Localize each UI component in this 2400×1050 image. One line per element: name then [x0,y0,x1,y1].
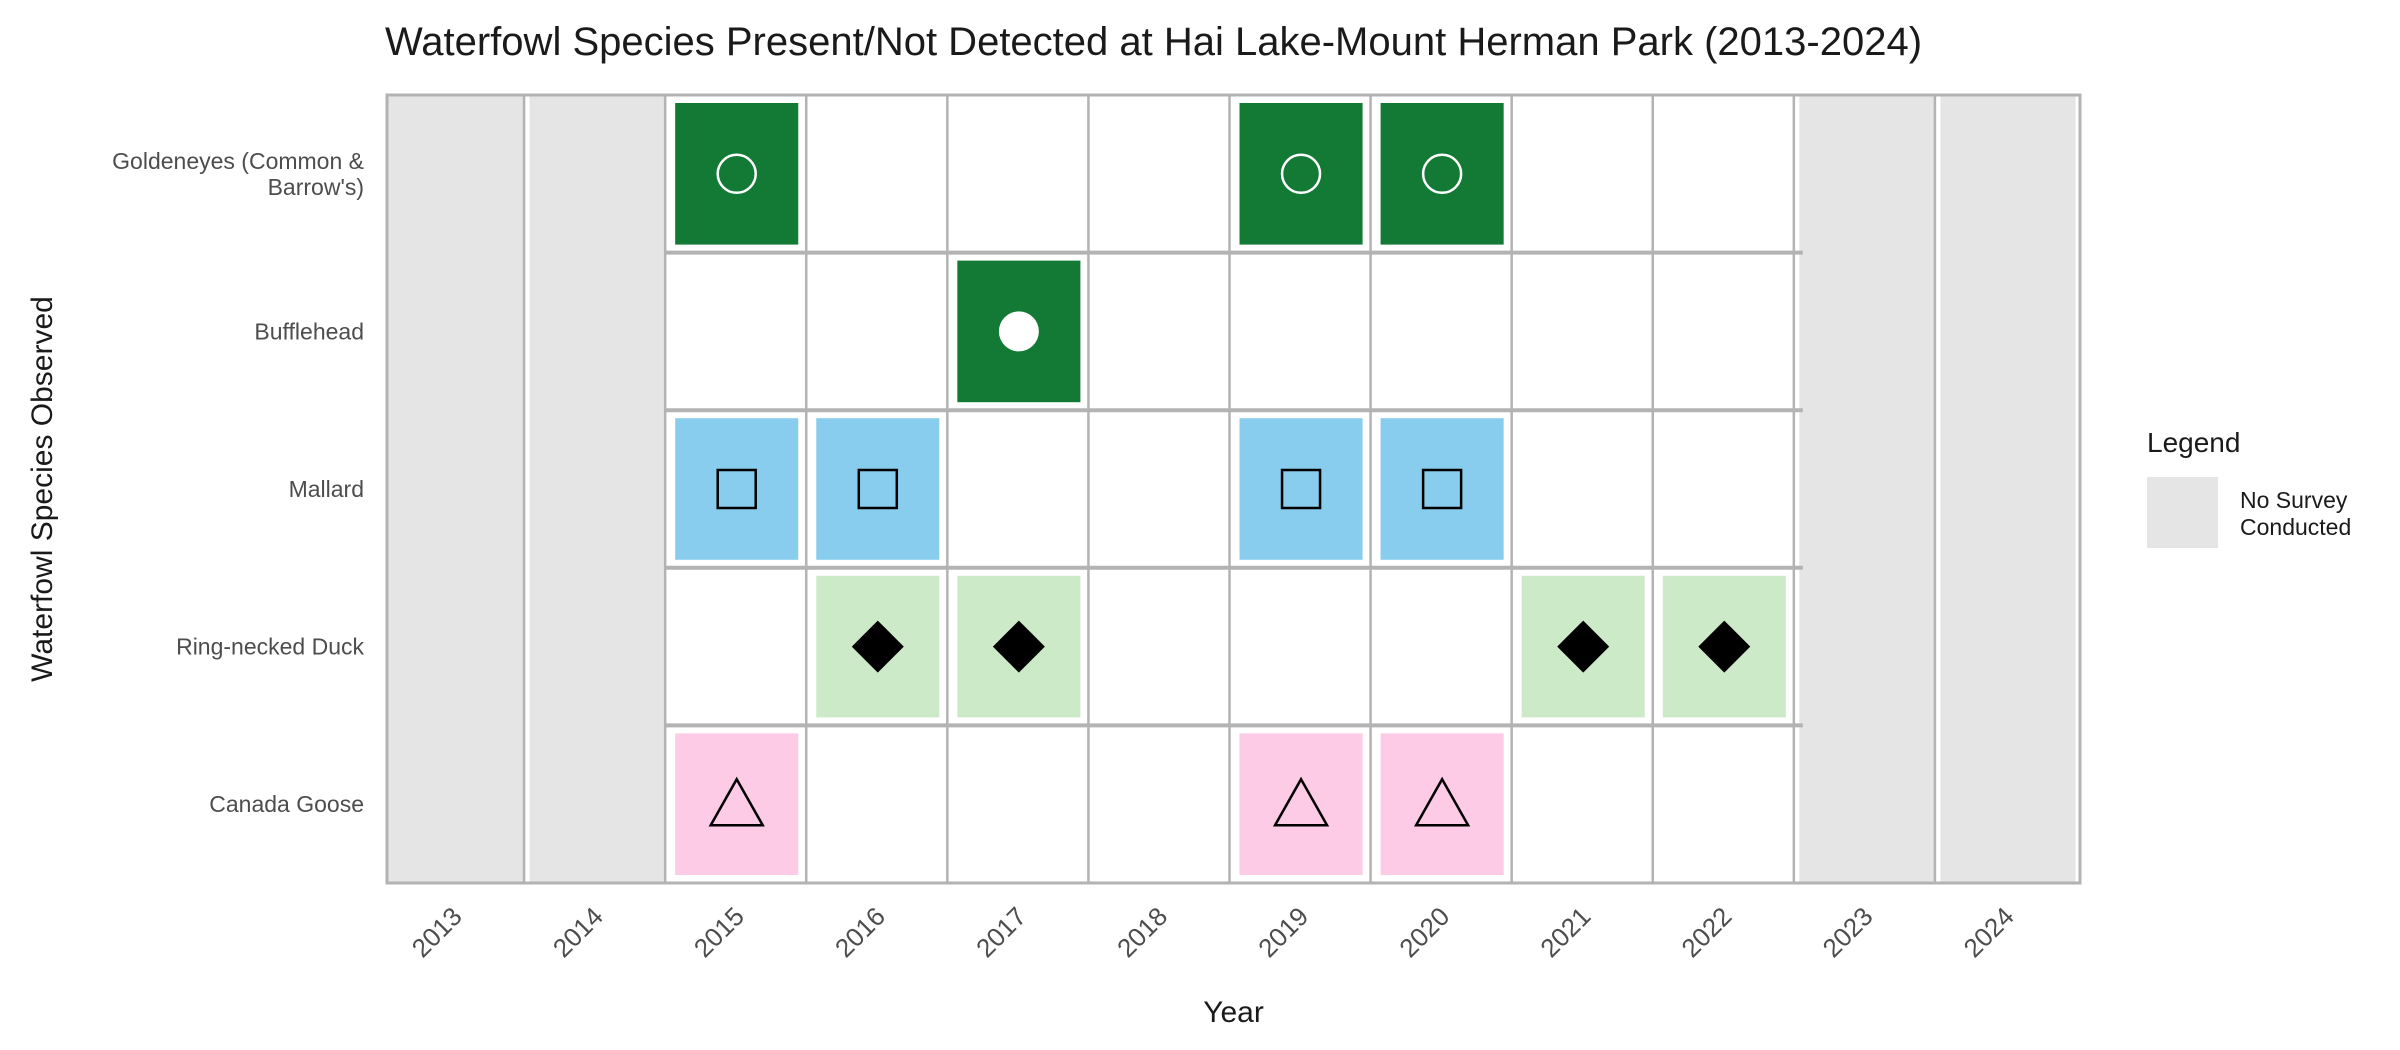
presence-tile [675,733,799,875]
presence-tile [1380,733,1504,875]
presence-tile [1239,103,1363,245]
presence-tile [816,418,940,560]
panel-border [385,93,2082,885]
chart-title: Waterfowl Species Present/Not Detected a… [385,20,1923,64]
legend-key-label: No Survey Conducted [2240,487,2351,540]
open-circle-icon [1280,153,1322,195]
open-triangle-icon [1272,776,1330,827]
no-survey-column-2014 [529,95,665,883]
x-tick-label: 2021 [1534,901,1596,963]
x-tick-label: 2023 [1817,901,1879,963]
x-tick-label: 2018 [1111,901,1173,963]
no-survey-column-2023 [1799,95,1935,883]
open-square-icon [857,468,899,510]
x-tick-label: 2013 [406,901,468,963]
presence-tiles [675,103,1786,875]
presence-tile [1239,418,1363,560]
x-tick-label: 2016 [829,901,891,963]
no-survey-column-2013 [388,95,524,883]
no-survey-column-2024 [1940,95,2076,883]
grid-lines [522,95,1937,883]
x-tick-label: 2015 [688,901,750,963]
filled-diamond-icon [1698,620,1751,673]
open-triangle-icon [1413,776,1471,827]
legend-title: Legend [2147,427,2240,458]
legend: Legend No Survey Conducted [2147,427,2351,548]
x-tick-label: 2017 [970,901,1032,963]
open-square-icon [1421,468,1463,510]
open-circle-icon [1421,153,1463,195]
x-tick-label: 2022 [1675,901,1737,963]
x-tick-label: 2020 [1393,901,1455,963]
presence-tile [675,418,799,560]
y-tick-label: Ring-necked Duck [176,634,364,660]
y-axis-tick-labels: Goldeneyes (Common & Barrow's) Bufflehead M… [112,148,364,817]
open-triangle-icon [708,776,765,827]
y-tick-label: Goldeneyes (Common & Barrow's) [112,148,364,200]
open-square-icon [716,468,757,510]
presence-markers [708,153,1751,827]
presence-tile [675,103,799,245]
filled-diamond-icon [1557,620,1610,673]
y-tick-label: Bufflehead [254,318,364,344]
x-tick-label: 2014 [547,901,609,963]
filled-circle-icon [998,311,1039,352]
filled-diamond-icon [992,620,1045,673]
x-tick-label: 2024 [1958,901,2020,963]
y-tick-label: Mallard [289,476,364,502]
presence-tile [1380,103,1504,245]
no-survey-columns [388,95,2076,883]
x-axis-tick-labels: 2013 2014 2015 2016 2017 2018 2019 2020 2021 2022… [406,901,2020,963]
legend-key-swatch [2147,477,2218,548]
presence-tile [1380,418,1504,560]
x-axis-title: Year [1203,996,1264,1029]
y-axis-title: Waterfowl Species Observed [26,296,59,682]
x-tick-label: 2019 [1252,901,1314,963]
open-circle-icon [716,153,757,195]
presence-tile [1239,733,1363,875]
open-square-icon [1280,468,1322,510]
filled-diamond-icon [851,620,904,673]
y-tick-label: Canada Goose [209,791,364,817]
